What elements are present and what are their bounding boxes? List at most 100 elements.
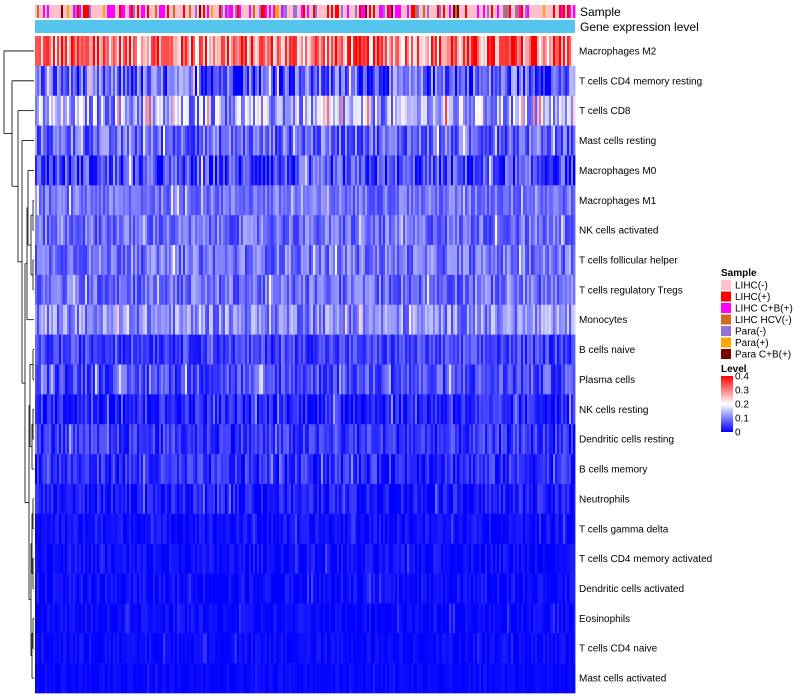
heatmap-cell bbox=[515, 454, 518, 485]
heatmap-cell bbox=[495, 125, 498, 156]
heatmap-cell bbox=[313, 245, 316, 276]
sample-annotation-cell bbox=[365, 5, 368, 18]
heatmap-cell bbox=[39, 95, 42, 126]
heatmap-cell bbox=[415, 65, 418, 97]
heatmap-cell bbox=[407, 274, 410, 306]
heatmap-cell bbox=[483, 245, 486, 276]
heatmap-cell bbox=[451, 394, 454, 425]
heatmap-cell bbox=[91, 215, 94, 246]
heatmap-cell bbox=[507, 334, 510, 365]
heatmap-cell bbox=[203, 65, 206, 97]
heatmap-cell bbox=[287, 95, 290, 126]
heatmap-cell bbox=[467, 334, 470, 365]
heatmap-cell bbox=[169, 364, 172, 395]
heatmap-cell bbox=[73, 155, 76, 186]
heatmap-cell bbox=[203, 245, 206, 276]
heatmap-cell bbox=[567, 513, 570, 544]
heatmap-cell bbox=[353, 125, 356, 156]
heatmap-cell bbox=[561, 65, 564, 97]
heatmap-cell bbox=[541, 304, 544, 335]
heatmap-cell bbox=[275, 95, 278, 126]
heatmap-cell bbox=[227, 155, 230, 186]
heatmap-cell bbox=[119, 424, 122, 455]
heatmap-cell bbox=[557, 394, 560, 425]
heatmap-cell bbox=[295, 215, 298, 246]
heatmap-cell bbox=[353, 215, 356, 246]
heatmap-cell bbox=[35, 155, 38, 186]
sample-annotation-cell bbox=[345, 5, 348, 18]
heatmap-cell bbox=[47, 155, 50, 186]
heatmap-cell bbox=[285, 36, 288, 67]
sample-annotation-cell bbox=[97, 5, 100, 18]
heatmap-cell bbox=[397, 215, 400, 246]
heatmap-cell bbox=[325, 245, 328, 276]
heatmap-cell bbox=[337, 274, 340, 306]
heatmap-cell bbox=[239, 304, 242, 335]
heatmap-cell bbox=[429, 36, 432, 67]
heatmap-cell bbox=[203, 36, 206, 67]
heatmap-cell bbox=[241, 424, 244, 455]
heatmap-cell bbox=[517, 513, 520, 544]
heatmap-cell bbox=[361, 454, 364, 485]
heatmap-cell bbox=[157, 95, 160, 126]
heatmap-cell bbox=[509, 483, 512, 515]
heatmap-cell bbox=[423, 364, 426, 395]
heatmap-cell bbox=[565, 95, 568, 126]
heatmap-cell bbox=[249, 483, 252, 515]
heatmap-cell bbox=[451, 454, 454, 485]
heatmap-cell bbox=[327, 185, 330, 216]
heatmap-cell bbox=[491, 364, 494, 395]
sample-annotation-cell bbox=[183, 5, 186, 18]
heatmap-cell bbox=[559, 394, 562, 425]
heatmap-cell bbox=[513, 245, 516, 276]
heatmap-cell bbox=[299, 36, 302, 67]
heatmap-cell bbox=[535, 95, 538, 126]
heatmap-cell bbox=[497, 36, 500, 67]
heatmap-cell bbox=[173, 304, 176, 335]
heatmap-cell bbox=[209, 95, 212, 126]
heatmap-cell bbox=[121, 513, 124, 544]
heatmap-cell bbox=[545, 95, 548, 126]
heatmap-cell bbox=[287, 185, 290, 216]
heatmap-cell bbox=[43, 36, 46, 67]
heatmap-cell bbox=[503, 185, 506, 216]
heatmap-cell bbox=[47, 274, 50, 306]
heatmap-cell bbox=[571, 155, 574, 186]
heatmap-cell bbox=[217, 215, 220, 246]
heatmap-cell bbox=[47, 483, 50, 515]
heatmap-cell bbox=[471, 95, 474, 126]
heatmap-cell bbox=[39, 334, 42, 365]
heatmap-cell bbox=[307, 454, 310, 485]
heatmap-cell bbox=[545, 36, 548, 67]
heatmap-cell bbox=[437, 65, 440, 97]
heatmap-cell bbox=[61, 65, 64, 97]
heatmap-cell bbox=[53, 65, 56, 97]
heatmap-cell bbox=[275, 334, 278, 365]
sample-annotation-cell bbox=[561, 5, 564, 18]
heatmap-cell bbox=[359, 274, 362, 306]
heatmap-cell bbox=[75, 95, 78, 126]
heatmap-cell bbox=[281, 155, 284, 186]
heatmap-cell bbox=[369, 274, 372, 306]
heatmap-cell bbox=[115, 394, 118, 425]
heatmap-cell bbox=[457, 274, 460, 306]
heatmap-cell bbox=[239, 513, 242, 544]
heatmap-cell bbox=[411, 304, 414, 335]
heatmap-cell bbox=[257, 65, 260, 97]
heatmap-cell bbox=[81, 543, 84, 574]
heatmap-cell bbox=[353, 364, 356, 395]
heatmap-cell bbox=[493, 95, 496, 126]
heatmap-cell bbox=[163, 155, 166, 186]
heatmap-cell bbox=[247, 424, 250, 455]
heatmap-cell bbox=[75, 304, 78, 335]
heatmap-cell bbox=[149, 95, 152, 126]
heatmap-cell bbox=[121, 364, 124, 395]
heatmap-cell bbox=[567, 185, 570, 216]
heatmap-cell bbox=[259, 125, 262, 156]
heatmap-cell bbox=[191, 274, 194, 306]
heatmap-cell bbox=[329, 304, 332, 335]
sample-annotation-cell bbox=[539, 5, 542, 18]
heatmap-cell bbox=[493, 394, 496, 425]
heatmap-cell bbox=[289, 513, 292, 544]
sample-annotation-cell bbox=[197, 5, 200, 18]
